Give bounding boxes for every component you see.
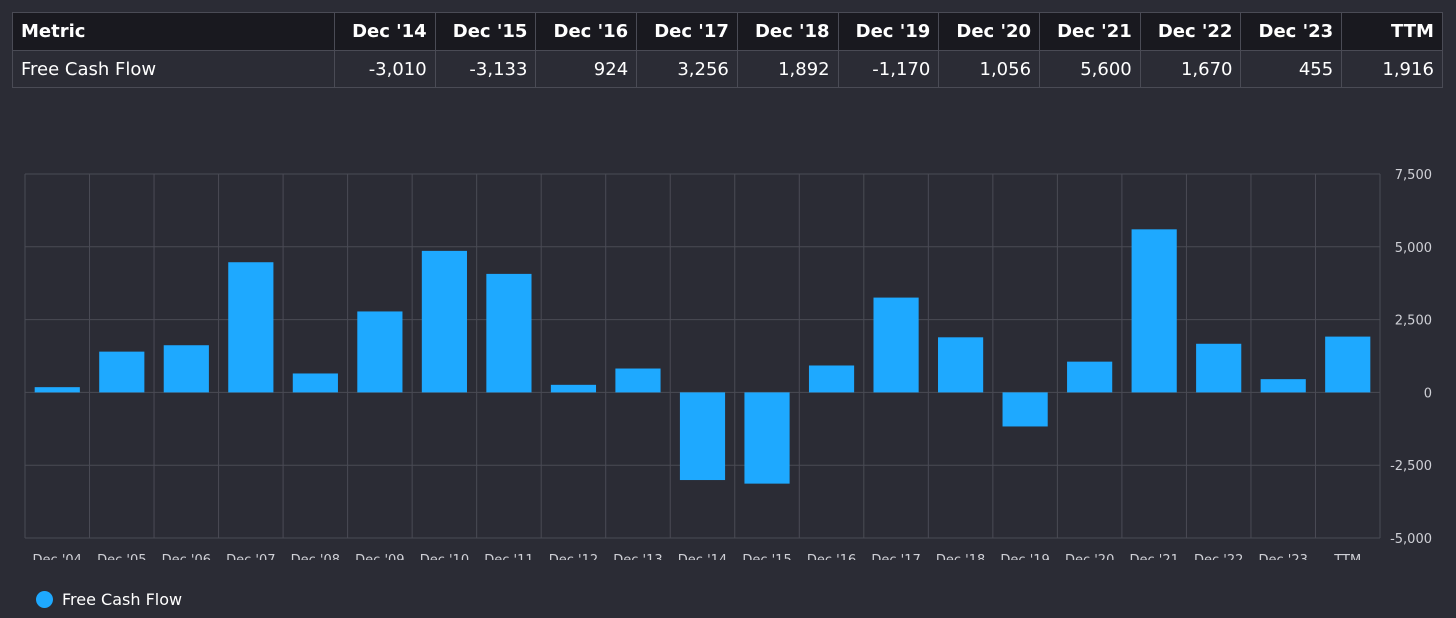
y-tick-label: -2,500: [1390, 459, 1432, 474]
x-tick-label: Dec '20: [1065, 553, 1114, 560]
x-tick-label: Dec '22: [1194, 553, 1243, 560]
data-table: Metric Dec '14 Dec '15 Dec '16 Dec '17 Dec '…: [12, 12, 1443, 88]
table-cell: -3,010: [334, 50, 436, 88]
x-tick-label: Dec '19: [1000, 553, 1049, 560]
bar[interactable]: [550, 384, 597, 393]
table-cell: 5,600: [1039, 50, 1141, 88]
table-cell: 1,916: [1341, 50, 1443, 88]
column-header[interactable]: Dec '19: [837, 12, 940, 51]
x-tick-label: Dec '09: [355, 553, 404, 560]
bar[interactable]: [1196, 343, 1242, 393]
x-tick-label: Dec '08: [291, 553, 340, 560]
chart-legend[interactable]: Free Cash Flow: [36, 590, 182, 609]
bar[interactable]: [292, 373, 338, 393]
bar[interactable]: [1067, 361, 1113, 393]
x-tick-label: Dec '12: [549, 553, 598, 560]
y-tick-label: 5,000: [1395, 241, 1432, 256]
bar-chart: 7,500 5,000 2,500 0 -2,500 -5,000 Dec '04 Dec '…: [24, 168, 1432, 560]
column-header[interactable]: Dec '18: [736, 12, 839, 51]
x-tick-label: Dec '17: [871, 553, 920, 560]
data-table-container: Metric Dec '14 Dec '15 Dec '16 Dec '17 Dec '…: [12, 12, 1443, 88]
bar[interactable]: [1325, 336, 1371, 393]
table-cell: 455: [1240, 50, 1343, 88]
y-tick-label: 0: [1424, 386, 1432, 401]
y-tick-label: 2,500: [1395, 314, 1432, 329]
bar[interactable]: [615, 368, 661, 393]
column-header[interactable]: TTM: [1341, 12, 1443, 51]
bar[interactable]: [34, 387, 80, 393]
legend-label: Free Cash Flow: [62, 590, 183, 609]
x-tick-label: Dec '14: [678, 553, 727, 560]
column-header[interactable]: Dec '17: [636, 12, 738, 51]
x-tick-label: Dec '23: [1259, 553, 1308, 560]
x-tick-label: Dec '13: [613, 553, 662, 560]
column-header[interactable]: Dec '22: [1139, 12, 1242, 51]
table-header-row: Metric Dec '14 Dec '15 Dec '16 Dec '17 Dec '…: [12, 12, 1443, 51]
bar[interactable]: [228, 262, 274, 393]
column-header[interactable]: Dec '14: [334, 12, 436, 51]
x-tick-label: Dec '15: [742, 553, 791, 560]
bar[interactable]: [357, 311, 403, 393]
bar[interactable]: [421, 250, 467, 393]
bar[interactable]: [744, 392, 790, 484]
x-tick-label: Dec '07: [226, 553, 275, 560]
column-header[interactable]: Dec '21: [1039, 12, 1141, 51]
header-metric[interactable]: Metric: [12, 12, 335, 51]
x-tick-label: Dec '21: [1129, 553, 1178, 560]
bar[interactable]: [486, 273, 532, 393]
bar[interactable]: [1131, 229, 1177, 393]
column-header[interactable]: Dec '20: [938, 12, 1041, 51]
bar[interactable]: [679, 392, 726, 481]
table-cell: 1,892: [736, 50, 839, 88]
bar[interactable]: [938, 337, 984, 393]
bar[interactable]: [1002, 392, 1048, 427]
y-tick-label: -5,000: [1390, 532, 1432, 547]
table-cell: -1,170: [837, 50, 940, 88]
x-tick-label: Dec '06: [162, 553, 211, 560]
column-header[interactable]: Dec '23: [1240, 12, 1343, 51]
x-tick-label: Dec '11: [484, 553, 533, 560]
table-cell: 3,256: [636, 50, 738, 88]
bar[interactable]: [808, 365, 855, 393]
y-tick-label: 7,500: [1395, 168, 1432, 183]
x-tick-label: Dec '04: [33, 553, 82, 560]
bar[interactable]: [1260, 379, 1306, 393]
bar[interactable]: [99, 351, 145, 393]
column-header[interactable]: Dec '15: [434, 12, 537, 51]
table-cell: 1,056: [938, 50, 1041, 88]
bar[interactable]: [873, 297, 919, 393]
table-cell: 1,670: [1139, 50, 1242, 88]
table-cell: -3,133: [434, 50, 537, 88]
x-tick-label: Dec '16: [807, 553, 856, 560]
x-tick-label: Dec '18: [936, 553, 985, 560]
bar[interactable]: [163, 345, 209, 393]
legend-marker: [36, 591, 53, 608]
row-metric-label: Free Cash Flow: [12, 50, 335, 88]
x-tick-label: Dec '10: [420, 553, 469, 560]
x-tick-label: Dec '05: [97, 553, 146, 560]
x-tick-label: TTM: [1333, 553, 1361, 560]
table-row: Free Cash Flow -3,010 -3,133 924 3,256 1,892-…: [12, 50, 1443, 88]
column-header[interactable]: Dec '16: [535, 12, 638, 51]
table-cell: 924: [535, 50, 638, 88]
